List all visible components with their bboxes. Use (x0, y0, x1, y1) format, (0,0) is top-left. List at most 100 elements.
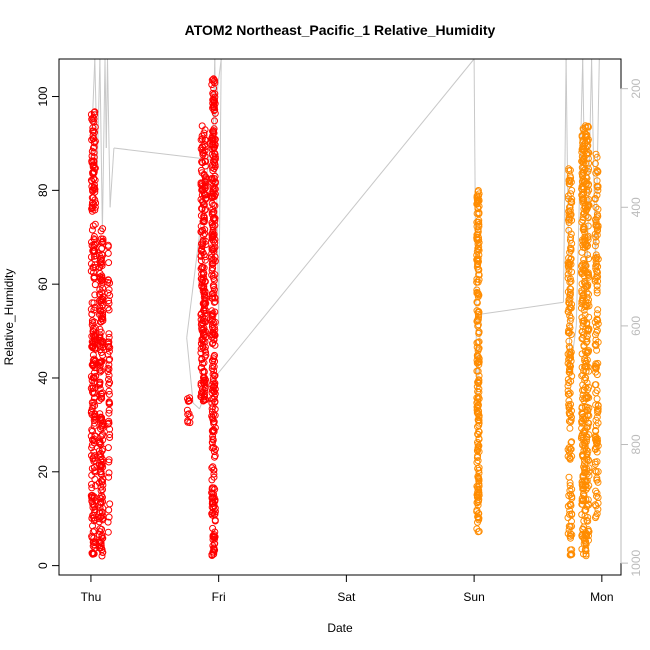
pressure-segment (192, 402, 200, 410)
data-point (567, 314, 575, 322)
data-point (105, 306, 113, 314)
data-point (88, 441, 96, 449)
data-point (183, 406, 191, 414)
data-point (211, 106, 219, 114)
data-point (594, 223, 602, 231)
x-axis-label: Date (327, 621, 353, 635)
data-point (96, 528, 104, 536)
data-point (211, 178, 219, 186)
data-point (202, 351, 210, 359)
data-point (578, 270, 586, 278)
data-point (210, 387, 218, 395)
data-point (475, 357, 483, 365)
data-point (583, 477, 591, 485)
data-point (202, 241, 210, 248)
data-point (473, 278, 481, 286)
data-point (99, 486, 106, 494)
data-point (198, 135, 206, 143)
data-point (592, 435, 600, 443)
data-point (199, 359, 206, 367)
y-tick-label: 20 (36, 465, 50, 479)
data-point (97, 487, 105, 495)
data-point (566, 424, 574, 432)
data-point (97, 315, 105, 323)
data-point (98, 546, 106, 554)
data-point (475, 435, 483, 442)
data-point (105, 390, 113, 398)
data-point (96, 273, 104, 281)
data-point (578, 409, 586, 417)
data-point (210, 185, 218, 193)
data-point (566, 215, 574, 223)
data-point (99, 389, 106, 397)
data-point (582, 531, 590, 539)
pressure-segment (113, 147, 213, 161)
data-point (474, 528, 482, 536)
data-point (106, 425, 114, 433)
data-point (104, 338, 112, 346)
data-point (594, 205, 602, 213)
data-point (583, 453, 591, 461)
data-point (580, 492, 588, 500)
data-point (591, 242, 599, 250)
data-point (104, 278, 112, 286)
data-point (585, 270, 592, 278)
data-point (473, 289, 481, 296)
data-point (98, 535, 106, 542)
data-point (210, 193, 218, 201)
data-point (593, 458, 601, 466)
data-point (566, 248, 574, 256)
data-point (105, 333, 113, 341)
data-point (584, 500, 592, 508)
data-point (91, 291, 99, 299)
data-point (578, 372, 586, 380)
data-point (89, 522, 96, 530)
right-axis: 200 400 600 800 1000 (620, 78, 643, 576)
data-point (567, 445, 575, 453)
data-point (208, 310, 216, 318)
data-point (594, 183, 602, 191)
pressure-lines (90, 58, 600, 410)
data-point (199, 368, 207, 376)
data-point (199, 143, 207, 151)
data-point (97, 307, 105, 315)
data-point (593, 510, 601, 518)
data-point (210, 466, 218, 474)
data-point (473, 317, 481, 325)
data-point (98, 525, 106, 533)
data-point (474, 321, 482, 329)
data-point (96, 494, 104, 502)
data-point (579, 199, 587, 207)
data-point (565, 207, 573, 215)
data-point (580, 226, 588, 234)
data-point (104, 241, 112, 249)
right-tick-label: 600 (629, 316, 643, 336)
data-point (105, 456, 113, 464)
data-point (566, 523, 574, 531)
data-point (211, 93, 219, 101)
data-point (90, 153, 98, 161)
data-point (578, 164, 586, 172)
data-point (581, 234, 589, 242)
data-point (585, 290, 592, 298)
data-point (98, 254, 105, 262)
data-point (201, 296, 209, 304)
y-tick-label: 100 (36, 86, 50, 106)
data-point (580, 235, 588, 243)
data-point (88, 226, 96, 234)
data-point (98, 358, 106, 366)
data-point (594, 494, 602, 501)
data-point (592, 262, 600, 270)
data-point (209, 157, 217, 165)
data-point (474, 483, 482, 491)
data-point (593, 310, 601, 318)
data-point (96, 263, 103, 271)
data-point (90, 158, 98, 166)
data-point (198, 158, 206, 166)
data-point (210, 214, 218, 222)
data-point (585, 149, 593, 157)
data-point (580, 168, 588, 176)
data-point (578, 183, 586, 191)
data-point (106, 500, 114, 508)
data-point (211, 117, 218, 125)
